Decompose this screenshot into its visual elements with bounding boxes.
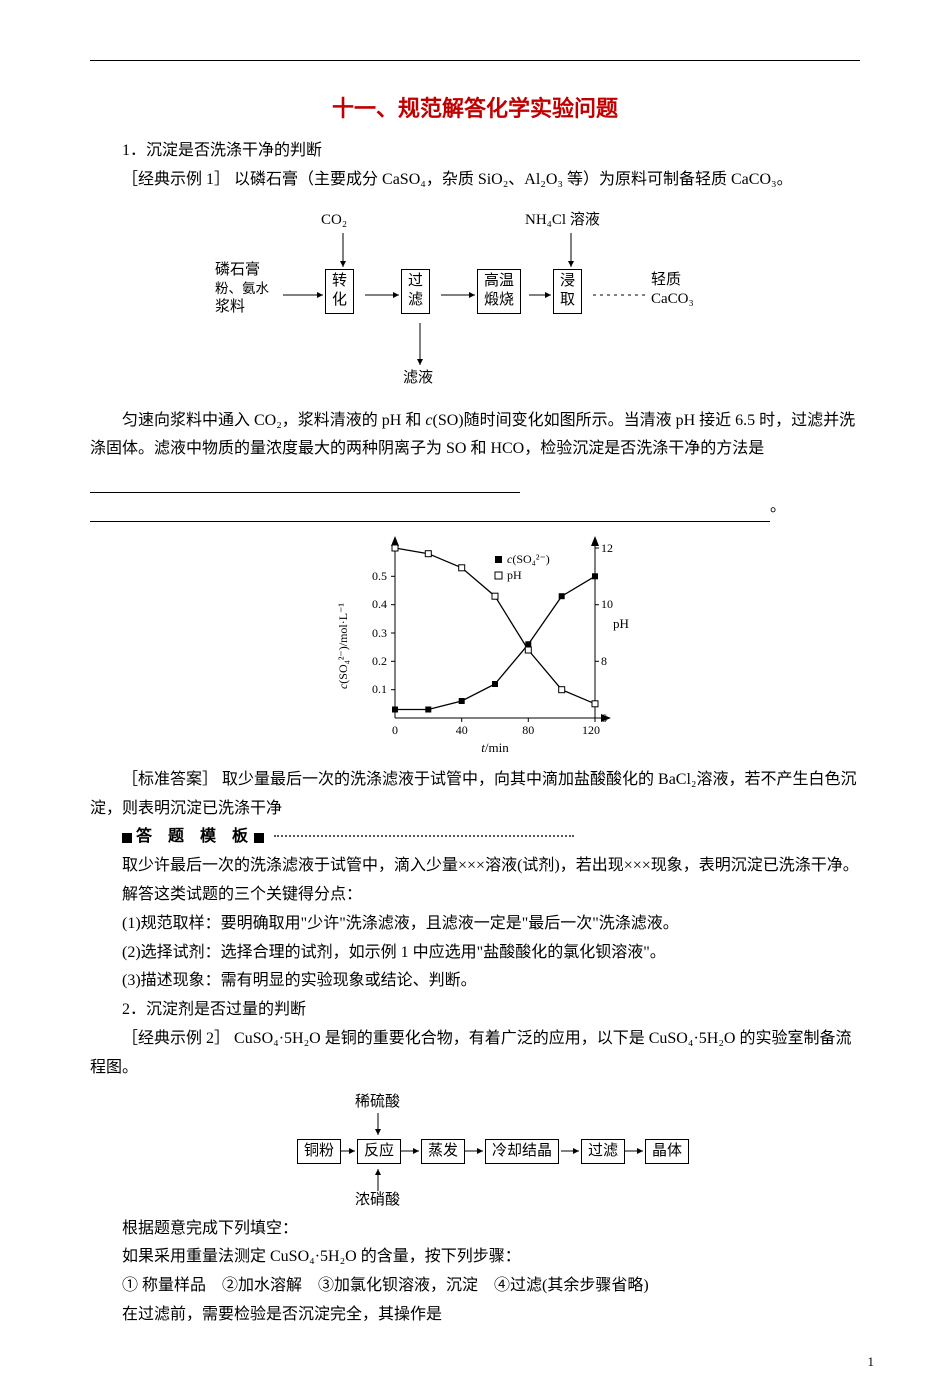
svg-text:0.4: 0.4: [372, 597, 387, 611]
flowchart-2: 稀硫酸 浓硝酸 铜粉 反应 蒸发 冷却结晶 过滤 晶体: [215, 1091, 735, 1211]
section2-heading: 2．沉淀剂是否过量的判断: [90, 996, 860, 1025]
flow1-left-2: 粉、氨水: [215, 280, 269, 298]
flow2-box6: 晶体: [645, 1139, 689, 1165]
flow1-top-right: NH₄Cl 溶液: [525, 211, 600, 231]
flow1-box2: 过 滤: [401, 269, 430, 314]
svg-text:120: 120: [582, 723, 600, 737]
example1: ［经典示例 1］ 以磷石膏（主要成分 CaSO₄，杂质 SiO₂、Al₂O₃ 等…: [90, 166, 860, 195]
after-flow2-b: 如果采用重量法测定 CuSO₄·5H₂O 的含量，按下列步骤：: [90, 1243, 860, 1272]
ans-template-text: 取少许最后一次的洗涤滤液于试管中，滴入少量×××溶液(试剂)，若出现×××现象，…: [90, 852, 860, 881]
svg-text:c(SO₄²⁻)/mol·L⁻¹: c(SO₄²⁻)/mol·L⁻¹: [336, 602, 350, 688]
svg-text:c(SO₄²⁻): c(SO₄²⁻): [507, 552, 550, 566]
svg-text:t/min: t/min: [481, 740, 509, 755]
mark-icon-2: [254, 833, 264, 843]
after-flow2-d: 在过滤前，需要检验是否沉淀完全，其操作是: [90, 1301, 860, 1330]
flow2-box2: 反应: [357, 1139, 401, 1165]
flow1-box4: 浸 取: [553, 269, 582, 314]
flow1-left: 磷石膏 粉、氨水 浆料: [215, 261, 269, 318]
flow1-bottom: 滤液: [403, 369, 433, 389]
svg-text:12: 12: [601, 541, 613, 555]
p-af1-a: 匀速向浆料中通入 CO₂，浆料清液的 pH 和: [122, 412, 425, 429]
flowchart-1: CO₂ NH₄Cl 溶液 磷石膏 粉、氨水 浆料 转 化 过 滤 高温 煅烧 浸…: [215, 205, 735, 405]
svg-text:80: 80: [522, 723, 534, 737]
flow1-box1: 转 化: [325, 269, 354, 314]
page-title: 十一、规范解答化学实验问题: [90, 91, 860, 123]
flow2-box1: 铜粉: [297, 1139, 341, 1165]
flow2-top: 稀硫酸: [355, 1093, 400, 1113]
period-1: 。: [770, 498, 786, 515]
blank-line-2-wrap: 。: [90, 493, 860, 522]
after-flow2-c: ① 称量样品 ②加水溶解 ③加氯化钡溶液，沉淀 ④过滤(其余步骤省略): [90, 1272, 860, 1301]
svg-text:0: 0: [392, 723, 398, 737]
svg-text:pH: pH: [613, 616, 629, 631]
keypoint-3: (3)描述现象：需有明显的实验现象或结论、判断。: [90, 967, 860, 996]
chart: 0.1 0.2 0.3 0.4 0.5 6 8 10 12 0 40 8: [295, 528, 655, 758]
example2-label: ［经典示例 2］: [122, 1030, 230, 1047]
flow1-right: 轻质 CaCO₃: [651, 271, 694, 310]
blank-2[interactable]: [90, 503, 770, 522]
legend2: pH: [507, 568, 522, 582]
example1-text: 以磷石膏（主要成分 CaSO₄，杂质 SiO₂、Al₂O₃ 等）为原料可制备轻质…: [234, 171, 793, 188]
svg-text:10: 10: [601, 597, 613, 611]
flow2-box5: 过滤: [581, 1139, 625, 1165]
example1-label: ［经典示例 1］: [122, 171, 230, 188]
flow1-left-3: 浆料: [215, 298, 269, 318]
after-flow2-a: 根据题意完成下列填空：: [90, 1215, 860, 1244]
page-number: 1: [868, 1354, 875, 1370]
std-answer-label: ［标准答案］: [122, 771, 218, 788]
para-after-flow1: 匀速向浆料中通入 CO₂，浆料清液的 pH 和 c(SO)随时间变化如图所示。当…: [90, 407, 860, 493]
std-answer: ［标准答案］ 取少量最后一次的洗涤滤液于试管中，向其中滴加盐酸酸化的 BaCl₂…: [90, 766, 860, 824]
svg-text:40: 40: [456, 723, 468, 737]
keypoint-2: (2)选择试剂：选择合理的试剂，如示例 1 中应选用"盐酸酸化的氯化钡溶液"。: [90, 939, 860, 968]
svg-text:0.2: 0.2: [372, 654, 387, 668]
ans-template-label: 答 题 模 板: [136, 828, 254, 845]
mark-icon: [122, 833, 132, 843]
flow1-top-left: CO₂: [321, 211, 347, 231]
svg-text:0.3: 0.3: [372, 626, 387, 640]
flow2-box3: 蒸发: [421, 1139, 465, 1165]
flow1-box3: 高温 煅烧: [477, 269, 521, 314]
flow1-left-1: 磷石膏: [215, 261, 269, 281]
svg-text:0.1: 0.1: [372, 682, 387, 696]
example2: ［经典示例 2］ CuSO₄·5H₂O 是铜的重要化合物，有着广泛的应用，以下是…: [90, 1025, 860, 1083]
flow2-bottom: 浓硝酸: [355, 1191, 400, 1211]
answer-template-heading: 答 题 模 板: [90, 823, 860, 852]
svg-text:0.5: 0.5: [372, 569, 387, 583]
dotted-rule: [274, 835, 574, 841]
legend1: (SO₄²⁻): [512, 552, 549, 566]
keypoint-1: (1)规范取样：要明确取用"少许"洗涤滤液，且滤液一定是"最后一次"洗涤滤液。: [90, 910, 860, 939]
flow1-right-1: 轻质: [651, 271, 694, 291]
blank-1[interactable]: [90, 474, 520, 493]
svg-text:8: 8: [601, 654, 607, 668]
section1-heading: 1．沉淀是否洗涤干净的判断: [90, 137, 860, 166]
flow2-box4: 冷却结晶: [485, 1139, 559, 1165]
flow1-right-2: CaCO₃: [651, 290, 694, 310]
chart-svg: 0.1 0.2 0.3 0.4 0.5 6 8 10 12 0 40 8: [295, 528, 655, 758]
svg-text:6: 6: [601, 711, 607, 725]
top-rule: [90, 60, 860, 61]
keypoints-intro: 解答这类试题的三个关键得分点：: [90, 881, 860, 910]
